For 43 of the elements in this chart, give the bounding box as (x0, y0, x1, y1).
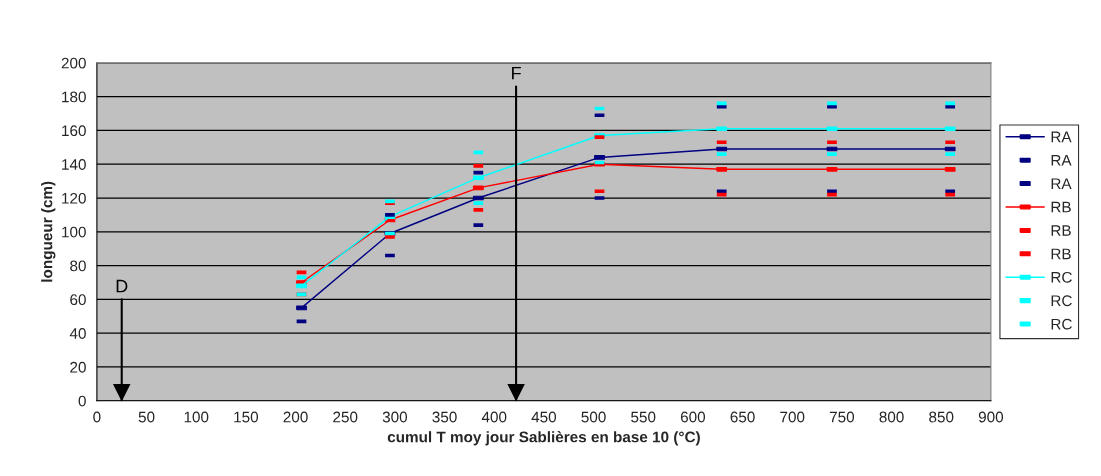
y-tick-label: 80 (70, 260, 86, 272)
legend-label: RC (1051, 295, 1072, 307)
x-tick-label: 500 (581, 411, 606, 423)
legend-label: RA (1051, 178, 1072, 189)
x-tick-label: 50 (138, 411, 155, 423)
x-tick-label: 450 (531, 411, 557, 423)
x-tick-label: 750 (829, 411, 855, 423)
y-tick-label: 160 (62, 125, 86, 137)
x-tick-label: 200 (283, 411, 308, 423)
y-tick-label: 120 (62, 192, 86, 204)
legend-label: RB (1051, 248, 1071, 260)
x-tick-label: 900 (978, 411, 1004, 423)
x-tick-label: 800 (879, 411, 904, 423)
x-tick-label: 700 (780, 411, 805, 423)
legend-label: RA (1051, 155, 1072, 166)
y-tick-label: 200 (61, 57, 86, 69)
x-tick-label: 250 (333, 411, 358, 423)
y-tick-label: 0 (78, 395, 86, 407)
x-tick-label: 600 (680, 411, 706, 423)
y-tick-label: 60 (70, 294, 86, 306)
x-tick-label: 400 (481, 411, 507, 423)
y-tick-label: 180 (62, 91, 86, 103)
y-tick-label: 20 (70, 361, 86, 373)
x-tick-label: 350 (432, 411, 457, 423)
legend-label: RB (1051, 201, 1071, 213)
x-tick-label: 300 (382, 411, 408, 423)
x-axis-title: cumul T moy jour Sablières en base 10 (°C) (387, 431, 700, 446)
legend-label: RB (1051, 225, 1071, 236)
x-tick-label: 650 (730, 411, 755, 423)
y-tick-label: 140 (62, 159, 86, 170)
x-tick-label: 550 (631, 411, 656, 423)
x-tick-label: 100 (184, 411, 209, 423)
legend-label: RA (1051, 131, 1072, 143)
legend-label: RC (1051, 271, 1072, 283)
x-tick-label: 0 (93, 411, 101, 423)
y-axis-title: longueur (cm) (41, 181, 56, 282)
ref-line-label: F (512, 66, 521, 80)
x-tick-label: 150 (234, 411, 259, 423)
y-tick-label: 100 (62, 226, 86, 238)
x-tick-label: 850 (929, 411, 954, 423)
legend-label: RC (1051, 318, 1072, 330)
ref-line-label: D (116, 279, 128, 293)
y-tick-label: 40 (69, 328, 86, 339)
